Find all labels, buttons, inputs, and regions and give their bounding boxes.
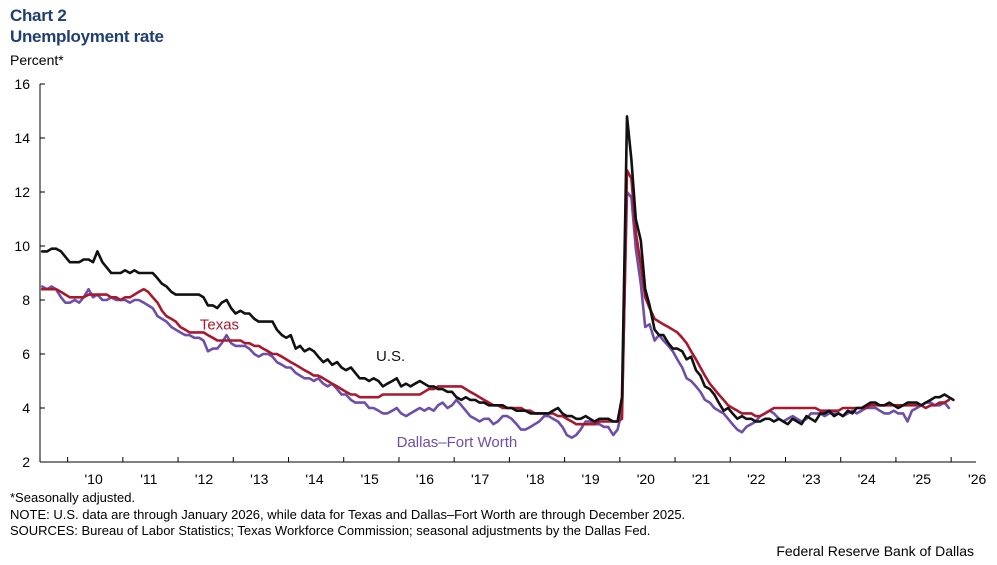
x-tick-label: '25 <box>913 471 931 487</box>
credit-line: Federal Reserve Bank of Dallas <box>776 543 974 559</box>
series-line-dfw <box>40 190 951 439</box>
data-note: NOTE: U.S. data are through January 2026… <box>10 506 686 522</box>
footnotes: *Seasonally adjusted. NOTE: U.S. data ar… <box>10 490 685 540</box>
axes: 2 4 6 8 10 12 14 16 '10 '11 '12 '13 '14 '15 '16 '17 '18 '… <box>14 76 986 487</box>
x-tick-label: '10 <box>84 471 102 487</box>
x-tick-label: '26 <box>968 471 986 487</box>
x-tick-label: '14 <box>305 471 323 487</box>
y-tick-label: 14 <box>14 130 30 146</box>
y-axis-label: Percent* <box>10 52 64 68</box>
series-label-texas: Texas <box>200 317 239 334</box>
series-label-us: U.S. <box>376 348 405 365</box>
x-tick-label: '19 <box>581 471 599 487</box>
seasonal-note: *Seasonally adjusted. <box>10 490 136 505</box>
x-tick-label: '23 <box>802 471 820 487</box>
series-label-dfw: Dallas–Fort Worth <box>397 434 518 451</box>
x-tick-label: '22 <box>747 471 765 487</box>
chart-number: Chart 2 <box>10 6 67 25</box>
x-tick-label: '20 <box>637 471 655 487</box>
x-tick-label: '13 <box>250 471 268 487</box>
y-tick-label: 6 <box>22 346 30 362</box>
y-tick-label: 8 <box>22 292 30 308</box>
x-tick-label: '24 <box>858 471 876 487</box>
y-tick-label: 16 <box>14 76 30 92</box>
x-tick-label: '17 <box>471 471 489 487</box>
chart-title: Unemployment rate <box>10 27 164 46</box>
series-line-us <box>40 115 955 426</box>
y-tick-label: 12 <box>14 184 30 200</box>
series-layer <box>40 115 955 439</box>
series-labels: U.S. Texas Dallas–Fort Worth <box>200 317 517 451</box>
sources-note: SOURCES: Bureau of Labor Statistics; Tex… <box>10 523 651 538</box>
x-tick-label: '11 <box>140 471 157 487</box>
series-line-texas <box>40 169 951 426</box>
x-tick-label: '15 <box>361 471 379 487</box>
x-tick-label: '12 <box>195 471 213 487</box>
y-tick-label: 10 <box>14 238 30 254</box>
y-tick-label: 4 <box>22 400 30 416</box>
x-tick-label: '21 <box>692 471 710 487</box>
x-tick-label: '18 <box>526 471 544 487</box>
y-tick-label: 2 <box>22 454 30 470</box>
x-tick-label: '16 <box>416 471 434 487</box>
